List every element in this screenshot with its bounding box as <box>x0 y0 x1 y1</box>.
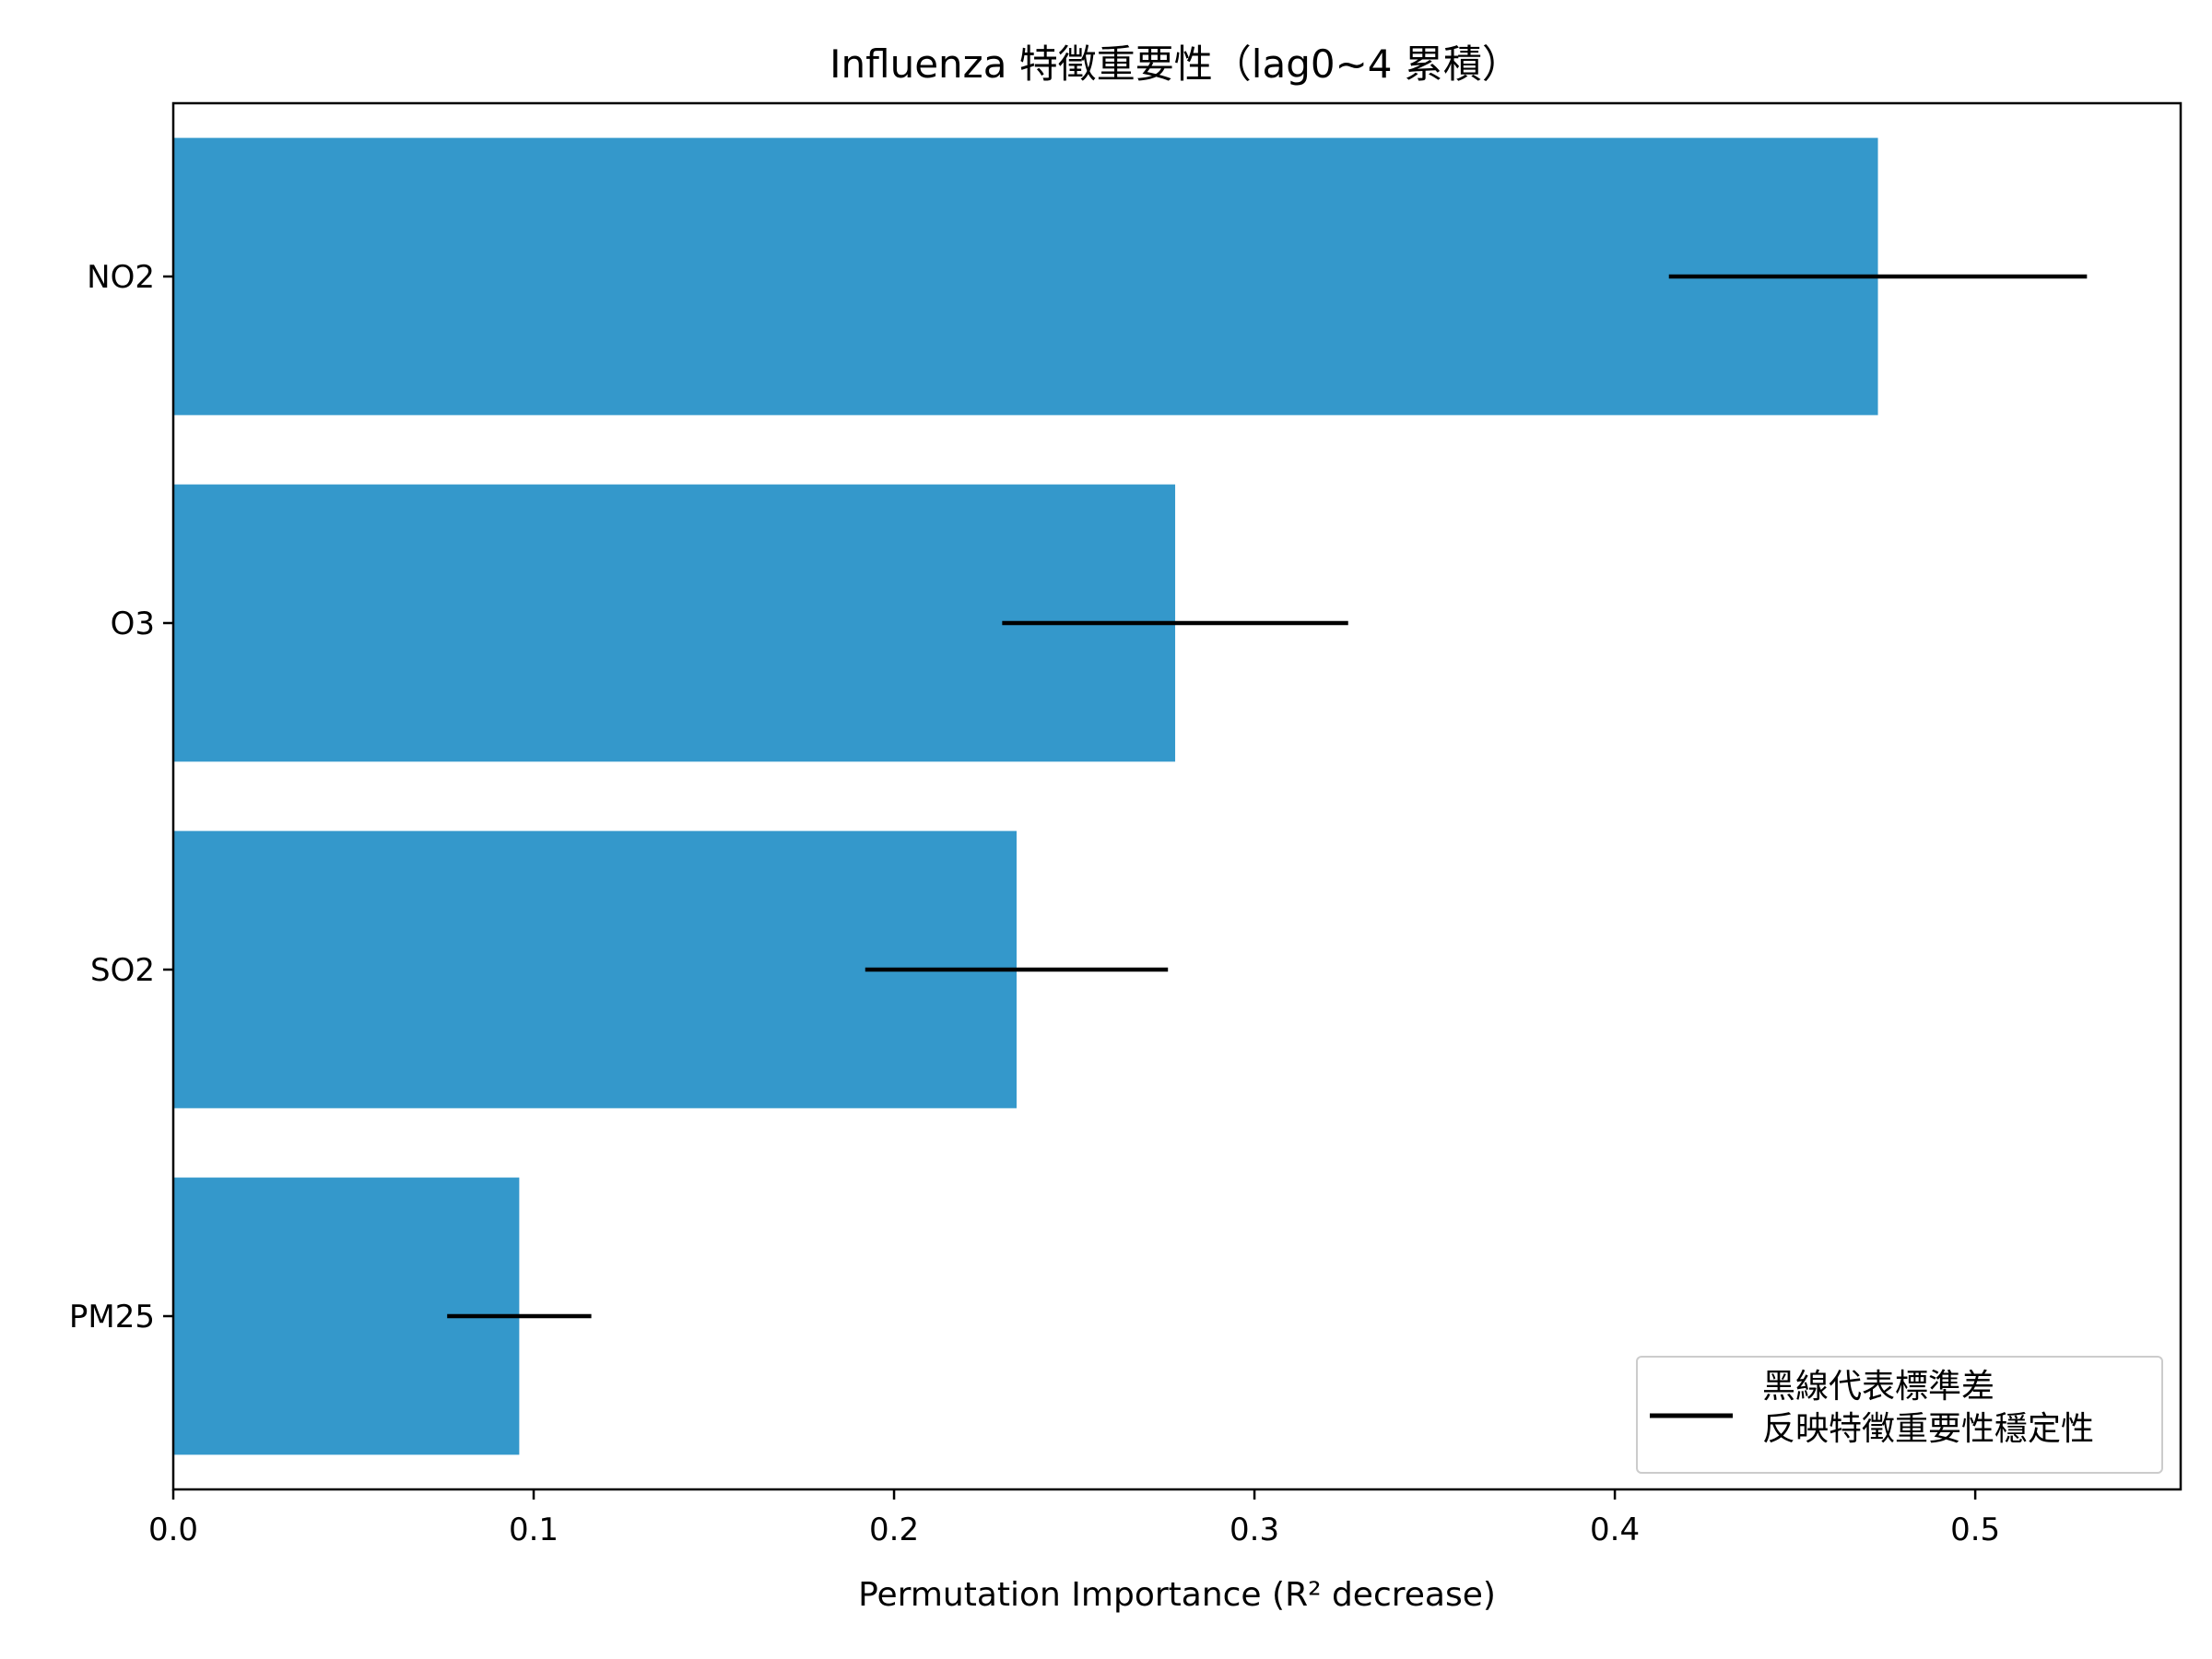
x-tick-label-2: 0.2 <box>869 1512 919 1548</box>
legend-entry-1: 黑線代表標準差 <box>1762 1368 1994 1406</box>
legend-entry-2: 反映特徵重要性穩定性 <box>1762 1410 2094 1448</box>
y-tick-label-no2: NO2 <box>87 259 155 296</box>
plot-frame <box>171 101 2183 1491</box>
x-axis: 0.0 0.1 0.2 0.3 0.4 0.5 <box>148 1489 2000 1548</box>
y-tick-label-pm25: PM25 <box>69 1299 155 1335</box>
legend-box <box>1636 1356 2163 1474</box>
x-tick-label-3: 0.3 <box>1230 1512 1279 1548</box>
x-tick-label-1: 0.1 <box>509 1512 559 1548</box>
y-tick-label-o3: O3 <box>111 606 155 642</box>
x-tick-label-5: 0.5 <box>1950 1512 2000 1548</box>
legend: 黑線代表標準差 反映特徵重要性穩定性 <box>1636 1356 2163 1474</box>
x-axis-label: Permutation Importance (R² decrease) <box>858 1576 1496 1614</box>
y-tick-label-so2: SO2 <box>90 952 155 989</box>
chart-title: Influenza 特徵重要性（lag0~4 累積） <box>830 41 1521 87</box>
y-axis: NO2 O3 SO2 PM25 <box>69 259 173 1335</box>
x-tick-label-4: 0.4 <box>1590 1512 1640 1548</box>
bar-no2 <box>173 137 1878 416</box>
x-tick-label-0: 0.0 <box>148 1512 198 1548</box>
plot-area <box>173 137 2088 1455</box>
